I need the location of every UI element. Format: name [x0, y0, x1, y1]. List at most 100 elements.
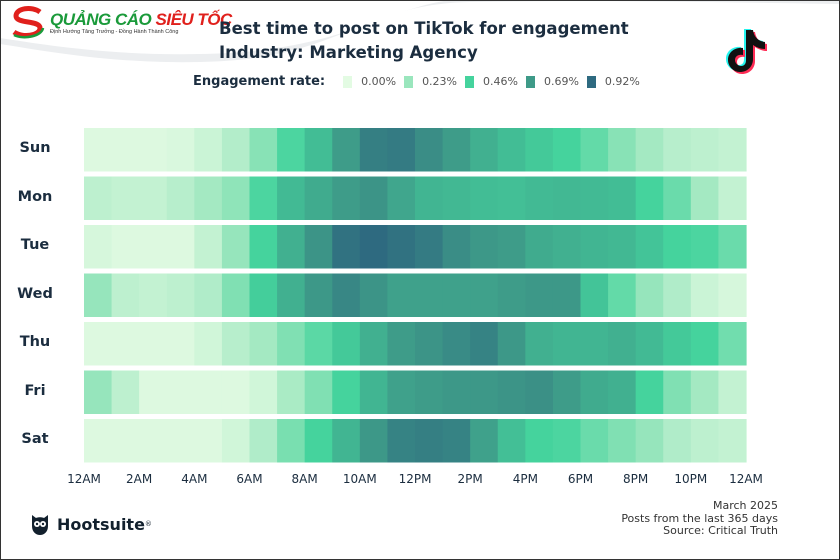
- heatmap-cell-wed-0: [84, 273, 113, 317]
- heatmap-cell-wed-5: [221, 273, 251, 317]
- x-tick-label: 12AM: [67, 472, 101, 486]
- heatmap-cell-sun-11: [387, 128, 416, 172]
- heatmap-cell-thu-11: [387, 322, 416, 366]
- heatmap-cell-tue-10: [359, 225, 389, 269]
- heatmap-cell-sun-10: [359, 128, 389, 172]
- heatmap-cell-sat-7: [277, 419, 306, 463]
- heatmap-cell-sat-19: [608, 419, 637, 463]
- x-tick-label: 8AM: [291, 472, 318, 486]
- heatmap-cell-fri-2: [139, 370, 168, 414]
- heatmap-cell-fri-11: [387, 370, 416, 414]
- heatmap-cell-tue-21: [663, 225, 692, 269]
- heatmap-cell-mon-3: [166, 176, 195, 220]
- heatmap-cell-tue-20: [635, 225, 664, 269]
- heatmap-cell-wed-16: [525, 273, 554, 317]
- heatmap-cell-wed-13: [442, 273, 471, 317]
- legend-swatch: [404, 75, 414, 88]
- heatmap-cell-sun-12: [415, 128, 444, 172]
- heatmap-cell-wed-6: [249, 273, 278, 317]
- x-tick-label: 8PM: [623, 472, 649, 486]
- heatmap-cell-thu-18: [580, 322, 609, 366]
- heatmap-cell-mon-23: [718, 176, 747, 220]
- heatmap-cell-sun-20: [635, 128, 664, 172]
- row-label-sun: Sun: [19, 140, 51, 156]
- heatmap-cell-mon-5: [221, 176, 251, 220]
- heatmap-cell-fri-5: [221, 370, 251, 414]
- heatmap-cell-tue-13: [442, 225, 471, 269]
- heatmap-cell-tue-3: [166, 225, 195, 269]
- heatmap-cell-mon-6: [249, 176, 278, 220]
- heatmap-cell-sat-13: [442, 419, 471, 463]
- heatmap-cell-fri-1: [111, 370, 140, 414]
- heatmap-cell-fri-4: [194, 370, 223, 414]
- heatmap-cell-mon-19: [608, 176, 637, 220]
- heatmap-cell-mon-1: [111, 176, 140, 220]
- heatmap-cell-sat-20: [635, 419, 664, 463]
- heatmap-cell-sun-18: [580, 128, 609, 172]
- x-tick-label: 4AM: [181, 472, 208, 486]
- legend-swatch: [525, 75, 535, 88]
- heatmap-cell-tue-17: [552, 225, 582, 269]
- heatmap-cell-wed-15: [497, 273, 526, 317]
- row-label-fri: Fri: [24, 382, 46, 399]
- heatmap-cell-mon-16: [525, 176, 554, 220]
- x-tick-label: 6PM: [567, 472, 594, 486]
- heatmap-cell-sun-22: [690, 128, 720, 172]
- legend-value: 0.69%: [543, 75, 579, 88]
- legend-swatch: [465, 75, 475, 88]
- heatmap-cell-thu-20: [635, 322, 664, 366]
- heatmap-cell-sun-5: [221, 128, 251, 172]
- heatmap-cell-wed-19: [608, 273, 637, 317]
- footer-source: Source: Critical Truth: [663, 524, 778, 537]
- heatmap-cell-sat-9: [332, 419, 361, 463]
- heatmap-cell-thu-19: [608, 322, 637, 366]
- x-tick-label: 6AM: [236, 472, 263, 486]
- heatmap-cell-tue-15: [497, 225, 526, 269]
- heatmap-cell-thu-13: [442, 322, 471, 366]
- heatmap-cell-tue-0: [84, 225, 113, 269]
- heatmap-cell-thu-7: [277, 322, 306, 366]
- heatmap-cell-fri-10: [359, 370, 389, 414]
- heatmap-cell-sun-19: [608, 128, 637, 172]
- heatmap-cell-thu-22: [690, 322, 720, 366]
- heatmap-cell-thu-6: [249, 322, 278, 366]
- row-label-tue: Tue: [20, 237, 50, 253]
- heatmap-cell-sat-2: [139, 419, 168, 463]
- row-label-sat: Sat: [21, 431, 49, 447]
- heatmap-cell-sun-14: [470, 128, 499, 172]
- heatmap-cell-thu-14: [470, 322, 499, 366]
- heatmap-cell-sat-22: [690, 419, 720, 463]
- heatmap-cell-sun-21: [663, 128, 692, 172]
- heatmap-cell-sat-11: [387, 419, 416, 463]
- heatmap-cell-sat-16: [525, 419, 554, 463]
- heatmap-cell-sat-21: [663, 419, 692, 463]
- heatmap-cell-mon-13: [442, 176, 471, 220]
- heatmap-cell-mon-14: [470, 176, 499, 220]
- heatmap-cell-mon-12: [415, 176, 444, 220]
- heatmap-cell-wed-21: [663, 273, 692, 317]
- legend-swatch: [343, 75, 353, 88]
- header-swoosh: [0, 0, 840, 63]
- heatmap-cell-sat-0: [84, 419, 113, 463]
- legend-value: 0.46%: [483, 75, 518, 88]
- legend-label: Engagement rate:: [193, 74, 326, 89]
- heatmap-cell-thu-17: [552, 322, 582, 366]
- heatmap-cell-sat-18: [580, 419, 609, 463]
- heatmap-cell-sat-6: [249, 419, 278, 463]
- legend-value: 0.92%: [604, 75, 640, 88]
- heatmap-cell-wed-14: [470, 273, 499, 317]
- heatmap-cell-fri-16: [525, 370, 554, 414]
- heatmap-cell-sat-14: [470, 419, 499, 463]
- heatmap-cell-mon-2: [139, 176, 168, 220]
- brand-s-logo-icon: [12, 6, 45, 39]
- heatmap-cell-tue-4: [194, 225, 223, 269]
- heatmap-cell-thu-16: [525, 322, 554, 366]
- heatmap-cell-sat-8: [304, 419, 333, 463]
- heatmap-cell-sun-13: [442, 128, 471, 172]
- heatmap-cell-fri-9: [332, 370, 361, 414]
- heatmap-cell-wed-18: [580, 273, 609, 317]
- heatmap-cell-mon-8: [304, 176, 333, 220]
- heatmap-cell-sun-23: [718, 128, 747, 172]
- heatmap-cell-thu-15: [497, 322, 526, 366]
